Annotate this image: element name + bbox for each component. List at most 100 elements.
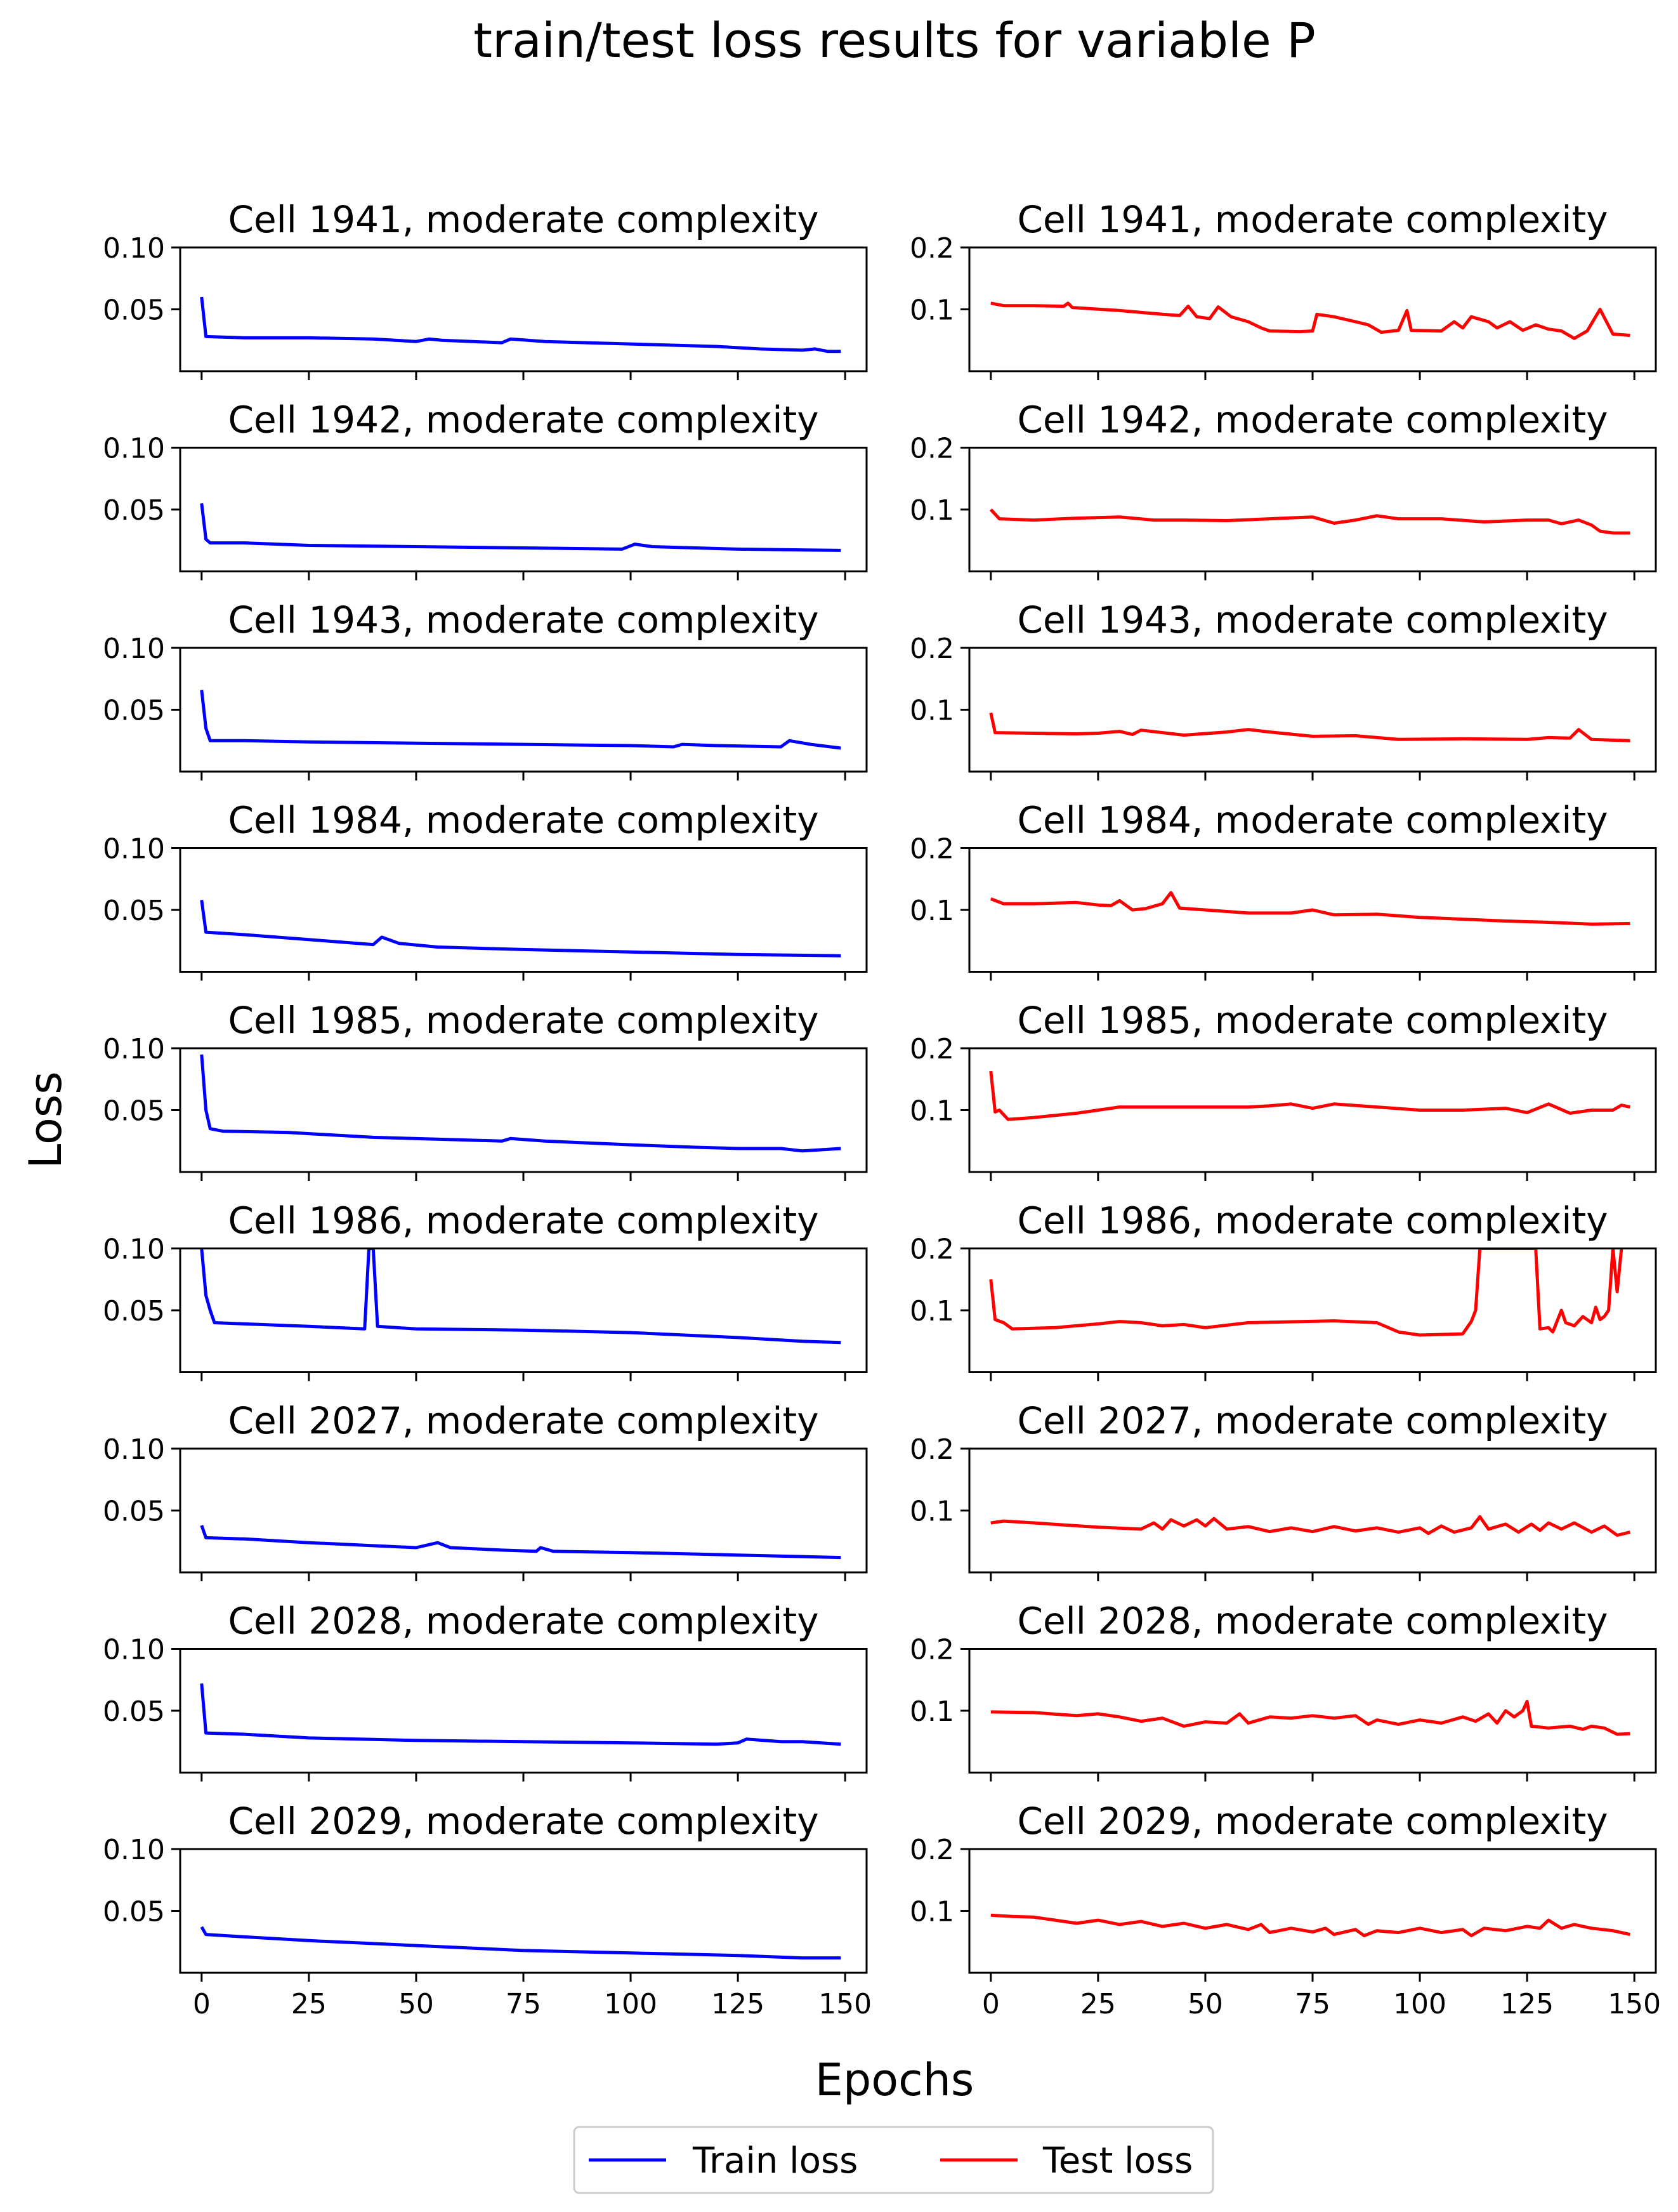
y-tick-label: 0.2 — [910, 833, 954, 866]
axes-frame — [968, 1248, 1657, 1373]
y-tick-label: 0.05 — [103, 1695, 165, 1728]
subplot-test-2: Cell 1943, moderate complexity 0.2 0.1 — [910, 598, 1657, 780]
axes-frame — [968, 647, 1657, 773]
x-tick-label: 100 — [604, 1988, 657, 2020]
axes-frame — [179, 1848, 868, 1974]
y-tick-label: 0.2 — [910, 1433, 954, 1466]
subplot-title: Cell 1941, moderate complexity — [1017, 198, 1608, 241]
subplot-title: Cell 1941, moderate complexity — [228, 198, 818, 241]
train-loss-line — [200, 1248, 841, 1345]
x-tick-label: 125 — [711, 1988, 764, 2020]
x-tick-label: 25 — [1080, 1988, 1116, 2020]
y-tick-label: 0.1 — [910, 695, 954, 727]
train-loss-line — [200, 690, 841, 750]
legend-label-test: Test loss — [1042, 2140, 1193, 2182]
y-tick-label: 0.10 — [103, 1033, 165, 1065]
y-tick-label: 0.05 — [103, 1095, 165, 1128]
subplot-train-6: Cell 2027, moderate complexity 0.10 0.05 — [103, 1399, 868, 1581]
test-loss-line — [989, 1248, 1623, 1337]
subplot-title: Cell 1942, moderate complexity — [1017, 398, 1608, 442]
subplot-train-7: Cell 2028, moderate complexity 0.10 0.05 — [103, 1600, 868, 1782]
axes-frame — [179, 447, 868, 572]
y-tick-label: 0.10 — [103, 633, 165, 665]
subplot-title: Cell 1984, moderate complexity — [228, 799, 818, 842]
subplot-grid: Cell 1941, moderate complexity0.100.05Ce… — [103, 198, 1661, 2020]
y-tick-label: 0.1 — [910, 494, 954, 527]
y-tick-label: 0.05 — [103, 1896, 165, 1928]
y-tick-label: 0.1 — [910, 1095, 954, 1128]
y-tick-label: 0.10 — [103, 1834, 165, 1866]
test-loss-line — [989, 508, 1630, 535]
axes-frame — [968, 1848, 1657, 1974]
subplot-title: Cell 1986, moderate complexity — [1017, 1199, 1608, 1242]
y-tick-label: 0.2 — [910, 433, 954, 465]
y-tick-label: 0.05 — [103, 494, 165, 527]
subplot-test-7: Cell 2028, moderate complexity 0.2 0.1 — [910, 1600, 1657, 1782]
subplot-title: Cell 1984, moderate complexity — [1017, 799, 1608, 842]
subplot-test-4: Cell 1985, moderate complexity 0.2 0.1 — [910, 999, 1657, 1181]
x-tick-label: 150 — [818, 1988, 872, 2020]
subplot-title: Cell 1943, moderate complexity — [1017, 598, 1608, 642]
subplot-test-1: Cell 1942, moderate complexity 0.2 0.1 — [910, 398, 1657, 581]
y-tick-label: 0.10 — [103, 1433, 165, 1466]
legend-label-train: Train loss — [692, 2140, 858, 2182]
y-tick-label: 0.1 — [910, 1295, 954, 1327]
subplot-train-1: Cell 1942, moderate complexity 0.10 0.05 — [103, 398, 868, 581]
x-tick-label: 0 — [193, 1988, 211, 2020]
train-loss-line — [200, 1683, 841, 1746]
test-loss-line — [990, 1913, 1630, 1937]
y-tick-label: 0.2 — [910, 1834, 954, 1866]
y-tick-label: 0.1 — [910, 1896, 954, 1928]
subplot-title: Cell 1942, moderate complexity — [228, 398, 818, 442]
y-tick-label: 0.05 — [103, 895, 165, 927]
subplot-title: Cell 1985, moderate complexity — [1017, 999, 1608, 1042]
subplot-title: Cell 2029, moderate complexity — [1017, 1800, 1608, 1843]
axes-frame — [179, 647, 868, 773]
axes-frame — [968, 1447, 1657, 1574]
y-tick-label: 0.1 — [910, 1695, 954, 1728]
y-tick-label: 0.2 — [910, 1634, 954, 1666]
train-loss-line — [200, 1054, 841, 1153]
test-loss-line — [990, 1699, 1630, 1736]
subplot-title: Cell 2027, moderate complexity — [1017, 1399, 1608, 1442]
axes-frame — [179, 1248, 868, 1373]
y-tick-label: 0.10 — [103, 1234, 165, 1266]
axes-frame — [968, 447, 1657, 572]
y-tick-label: 0.10 — [103, 232, 165, 265]
subplot-test-5: Cell 1986, moderate complexity 0.2 0.1 — [910, 1199, 1657, 1381]
test-loss-line — [989, 1070, 1630, 1121]
axes-frame — [179, 847, 868, 973]
y-tick-label: 0.2 — [910, 1234, 954, 1266]
subplot-title: Cell 2028, moderate complexity — [228, 1600, 818, 1643]
subplot-train-3: Cell 1984, moderate complexity 0.10 0.05 — [103, 799, 868, 981]
subplot-test-0: Cell 1941, moderate complexity 0.2 0.1 — [910, 198, 1657, 380]
subplot-title: Cell 1986, moderate complexity — [228, 1199, 818, 1242]
train-loss-line — [200, 900, 841, 958]
x-tick-label: 75 — [1295, 1988, 1330, 2020]
test-loss-line — [990, 301, 1630, 340]
subplot-test-6: Cell 2027, moderate complexity 0.2 0.1 — [910, 1399, 1657, 1581]
subplot-title: Cell 2029, moderate complexity — [228, 1800, 818, 1843]
test-loss-line — [990, 891, 1630, 926]
train-loss-line — [200, 503, 841, 552]
subplot-train-0: Cell 1941, moderate complexity 0.10 0.05 — [103, 198, 868, 380]
x-tick-label: 150 — [1608, 1988, 1661, 2020]
y-tick-label: 0.2 — [910, 633, 954, 665]
subplot-title: Cell 1985, moderate complexity — [228, 999, 818, 1042]
x-tick-label: 50 — [398, 1988, 434, 2020]
test-loss-line — [990, 1515, 1630, 1537]
y-tick-label: 0.10 — [103, 833, 165, 866]
subplot-train-2: Cell 1943, moderate complexity 0.10 0.05 — [103, 598, 868, 780]
y-tick-label: 0.10 — [103, 1634, 165, 1666]
subplot-test-3: Cell 1984, moderate complexity 0.2 0.1 — [910, 799, 1657, 981]
axes-frame — [179, 246, 868, 372]
axes-frame — [968, 1648, 1657, 1774]
x-tick-label: 50 — [1188, 1988, 1223, 2020]
x-tick-label: 75 — [506, 1988, 541, 2020]
x-tick-label: 125 — [1500, 1988, 1554, 2020]
axes-frame — [968, 1047, 1657, 1173]
y-tick-label: 0.05 — [103, 1295, 165, 1327]
y-tick-label: 0.1 — [910, 1496, 954, 1528]
y-axis-label: Loss — [20, 1071, 72, 1169]
